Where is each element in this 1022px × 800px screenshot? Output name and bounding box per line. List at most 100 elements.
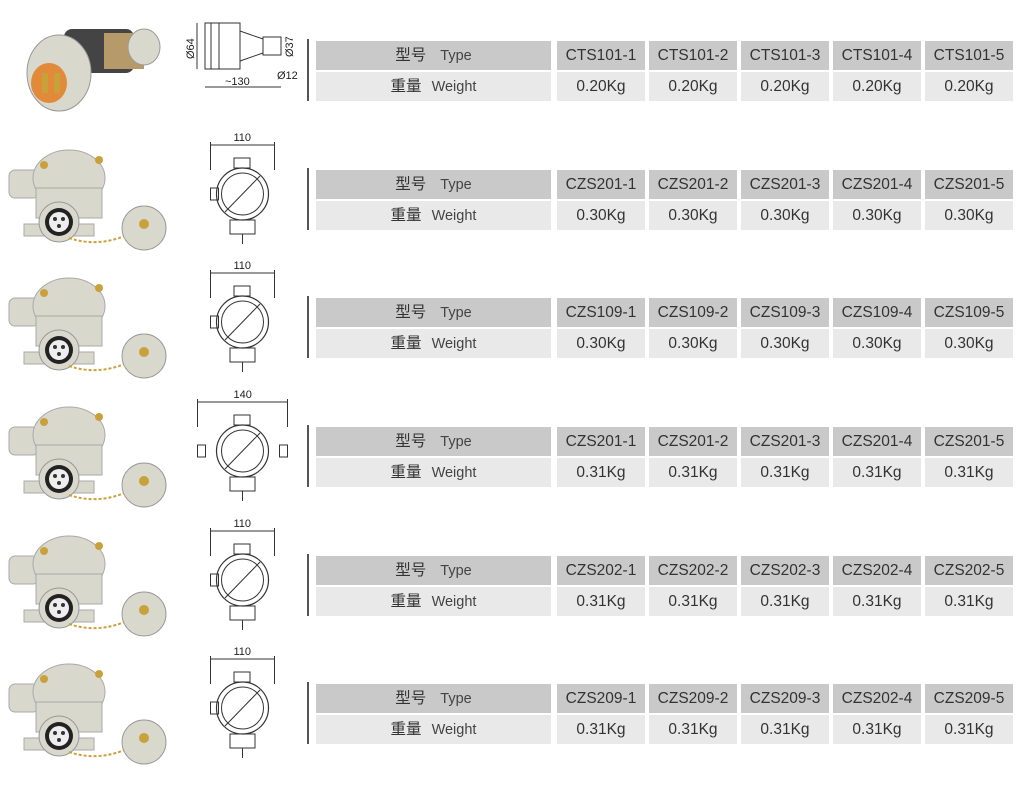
weight-label-en: Weight — [431, 594, 477, 610]
weight-cell: 0.31Kg — [649, 715, 737, 744]
model-cell: CZS202-1 — [557, 556, 645, 585]
product-photo — [4, 140, 184, 260]
model-cell: CZS202-4 — [833, 684, 921, 713]
divider-line — [307, 39, 309, 101]
dimension-diagram: Ø64 Ø37 Ø12 ~130 — [185, 1, 300, 126]
type-label-en: Type — [440, 563, 472, 579]
model-cell: CZS202-3 — [741, 556, 829, 585]
model-cell: CZS201-3 — [741, 170, 829, 199]
model-cell: CZS209-2 — [649, 684, 737, 713]
svg-text:110: 110 — [234, 132, 252, 144]
svg-text:Ø12: Ø12 — [277, 70, 298, 82]
weight-cell: 0.30Kg — [833, 201, 921, 230]
weight-cell: 0.30Kg — [649, 329, 737, 358]
type-header: 型号 Type — [316, 41, 551, 70]
product-section: 140 型号 Type CZS201-1 CZS201-2 CZS201-3 CZS201… — [0, 389, 1022, 555]
type-header: 型号 Type — [316, 427, 551, 456]
type-label-en: Type — [440, 434, 472, 450]
type-row: 型号 Type CZS201-1 CZS201-2 CZS201-3 CZS201-4 CZ… — [316, 427, 1017, 456]
type-row: 型号 Type CZS201-1 CZS201-2 CZS201-3 CZS201-4 CZ… — [316, 170, 1017, 199]
weight-cell: 0.30Kg — [925, 329, 1013, 358]
weight-label-cn: 重量 — [390, 593, 422, 610]
product-section: Ø64 Ø37 Ø12 ~130 型号 Type CTS101-1 CTS101-2 C… — [0, 22, 1022, 169]
type-label-cn: 型号 — [395, 562, 427, 579]
svg-text:140: 140 — [234, 389, 252, 401]
svg-text:Ø64: Ø64 — [185, 38, 197, 59]
type-label-cn: 型号 — [395, 47, 427, 64]
weight-cell: 0.30Kg — [557, 201, 645, 230]
type-label-en: Type — [440, 48, 472, 64]
weight-cell: 0.30Kg — [649, 201, 737, 230]
type-label-cn: 型号 — [395, 304, 427, 321]
model-cell: CZS109-4 — [833, 298, 921, 327]
weight-cell: 0.20Kg — [741, 72, 829, 101]
type-label-en: Type — [440, 691, 472, 707]
model-cell: CZS109-5 — [925, 298, 1013, 327]
weight-row: 重量 Weight 0.30Kg 0.30Kg 0.30Kg 0.30Kg 0.30Kg — [316, 329, 1017, 358]
divider-line — [307, 554, 309, 616]
type-label-cn: 型号 — [395, 690, 427, 707]
model-cell: CTS101-1 — [557, 41, 645, 70]
divider-line — [307, 168, 309, 230]
model-cell: CTS101-3 — [741, 41, 829, 70]
type-header: 型号 Type — [316, 298, 551, 327]
product-section: 110 型号 Type CZS109-1 CZS109-2 CZS109-3 CZS109… — [0, 260, 1022, 426]
dimension-diagram: 140 — [185, 387, 300, 512]
weight-header: 重量 Weight — [316, 329, 551, 358]
weight-label-en: Weight — [431, 722, 477, 738]
model-cell: CZS109-1 — [557, 298, 645, 327]
product-photo — [4, 397, 184, 517]
weight-row: 重量 Weight 0.31Kg 0.31Kg 0.31Kg 0.31Kg 0.31Kg — [316, 587, 1017, 616]
weight-cell: 0.31Kg — [557, 715, 645, 744]
weight-label-en: Weight — [431, 79, 477, 95]
model-cell: CTS101-5 — [925, 41, 1013, 70]
weight-cell: 0.31Kg — [833, 587, 921, 616]
svg-text:~130: ~130 — [225, 76, 250, 88]
weight-row: 重量 Weight 0.31Kg 0.31Kg 0.31Kg 0.31Kg 0.31Kg — [316, 458, 1017, 487]
weight-cell: 0.31Kg — [741, 715, 829, 744]
product-photo — [4, 654, 184, 774]
product-section: 110 型号 Type CZS201-1 CZS201-2 CZS201-3 CZS201… — [0, 132, 1022, 298]
weight-label-cn: 重量 — [390, 721, 422, 738]
type-row: 型号 Type CZS202-1 CZS202-2 CZS202-3 CZS202-4 CZ… — [316, 556, 1017, 585]
model-cell: CZS201-5 — [925, 427, 1013, 456]
product-section: 110 型号 Type CZS202-1 CZS202-2 CZS202-3 CZS202… — [0, 518, 1022, 684]
weight-label-cn: 重量 — [390, 78, 422, 95]
product-section: 110 型号 Type CZS209-1 CZS209-2 CZS209-3 CZS202… — [0, 646, 1022, 800]
weight-cell: 0.31Kg — [925, 587, 1013, 616]
model-cell: CZS202-5 — [925, 556, 1013, 585]
type-row: 型号 Type CTS101-1 CTS101-2 CTS101-3 CTS101-4 CT… — [316, 41, 1017, 70]
weight-label-en: Weight — [431, 465, 477, 481]
weight-cell: 0.30Kg — [557, 329, 645, 358]
model-cell: CZS109-3 — [741, 298, 829, 327]
weight-row: 重量 Weight 0.30Kg 0.30Kg 0.30Kg 0.30Kg 0.30Kg — [316, 201, 1017, 230]
model-cell: CZS201-4 — [833, 427, 921, 456]
weight-cell: 0.31Kg — [833, 458, 921, 487]
weight-cell: 0.20Kg — [649, 72, 737, 101]
weight-label-en: Weight — [431, 208, 477, 224]
model-cell: CZS201-3 — [741, 427, 829, 456]
weight-row: 重量 Weight 0.20Kg 0.20Kg 0.20Kg 0.20Kg 0.20Kg — [316, 72, 1017, 101]
weight-header: 重量 Weight — [316, 72, 551, 101]
svg-text:110: 110 — [234, 518, 252, 530]
product-photo — [4, 11, 184, 131]
svg-text:110: 110 — [234, 260, 252, 272]
model-cell: CZS109-2 — [649, 298, 737, 327]
type-row: 型号 Type CZS109-1 CZS109-2 CZS109-3 CZS109-4 CZ… — [316, 298, 1017, 327]
weight-cell: 0.31Kg — [649, 458, 737, 487]
svg-text:Ø37: Ø37 — [284, 36, 296, 57]
weight-cell: 0.31Kg — [925, 458, 1013, 487]
model-cell: CZS201-4 — [833, 170, 921, 199]
weight-cell: 0.30Kg — [741, 329, 829, 358]
type-header: 型号 Type — [316, 170, 551, 199]
product-photo — [4, 526, 184, 646]
model-cell: CZS201-2 — [649, 427, 737, 456]
model-cell: CZS209-3 — [741, 684, 829, 713]
weight-label-en: Weight — [431, 336, 477, 352]
dimension-diagram: 110 — [185, 258, 300, 383]
weight-cell: 0.20Kg — [833, 72, 921, 101]
weight-cell: 0.30Kg — [925, 201, 1013, 230]
weight-cell: 0.31Kg — [741, 458, 829, 487]
weight-label-cn: 重量 — [390, 207, 422, 224]
type-label-cn: 型号 — [395, 176, 427, 193]
